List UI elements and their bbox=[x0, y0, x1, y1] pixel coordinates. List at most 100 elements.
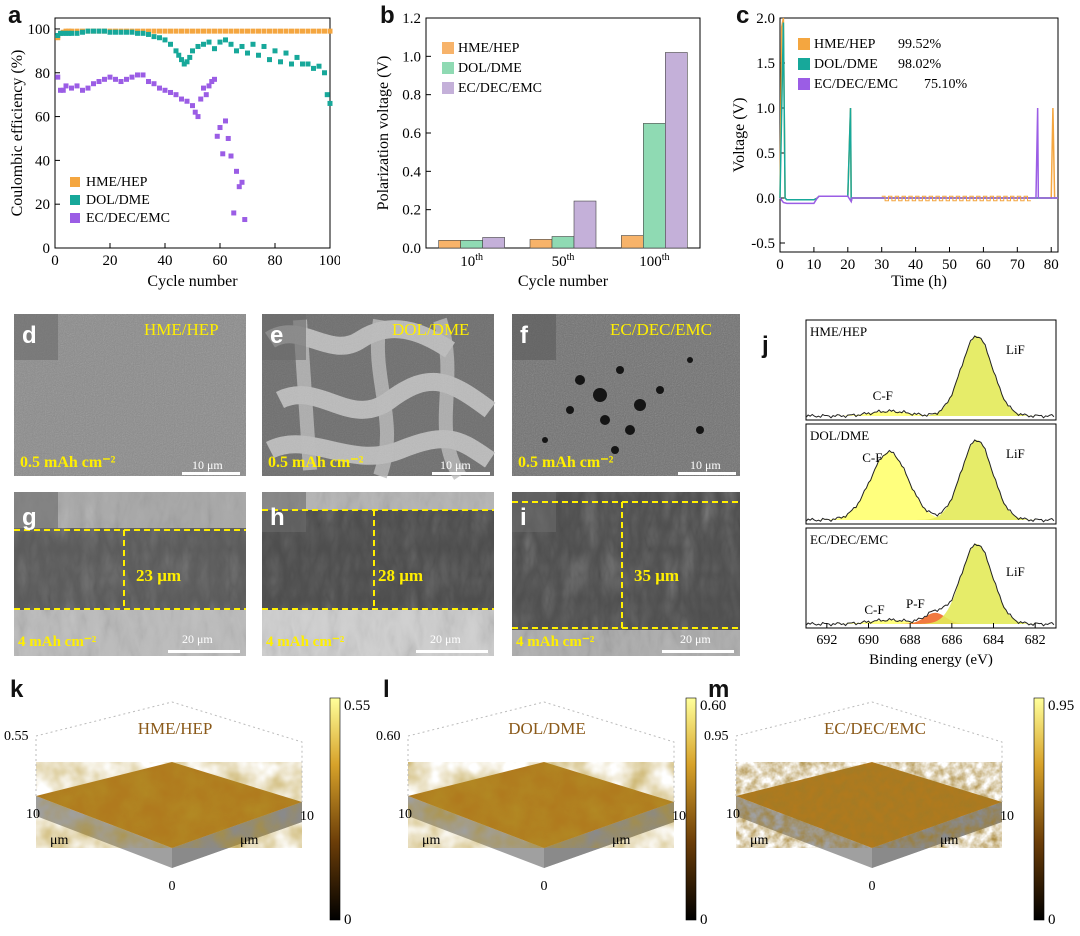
data-point bbox=[157, 28, 162, 34]
chart-b-polarization-voltage: 0.0 0.2 0.4 0.6 0.8 1.0 1.2 10th 50th 100th Cycle … bbox=[375, 11, 701, 290]
legend-label: HME/HEP bbox=[458, 41, 520, 56]
data-point bbox=[206, 28, 212, 34]
legend-swatch bbox=[798, 38, 810, 50]
data-point bbox=[173, 28, 179, 34]
data-point bbox=[201, 28, 206, 34]
data-point bbox=[234, 28, 239, 34]
data-point bbox=[184, 59, 190, 65]
x-axis-label: Cycle number bbox=[518, 273, 609, 290]
chart-c-voltage-profile: 0 10 20 30 40 50 60 70 80 -0.5 0.0 0.5 1.0 1.5 2.0 Time… bbox=[731, 11, 1059, 290]
thickness-guides bbox=[14, 501, 740, 629]
data-point bbox=[250, 41, 256, 47]
afm-axis-unit: μm bbox=[612, 833, 631, 848]
data-point bbox=[225, 135, 231, 141]
data-point bbox=[278, 28, 283, 34]
data-point bbox=[283, 28, 289, 34]
bar bbox=[529, 239, 553, 249]
data-point bbox=[245, 28, 250, 34]
lif-peak-fill bbox=[806, 440, 1054, 520]
panel-letter-j: j bbox=[762, 332, 769, 359]
x-tick-label: 20 bbox=[103, 253, 118, 269]
data-point bbox=[168, 89, 173, 95]
data-point bbox=[201, 85, 206, 91]
sem-thickness-label: 23 μm bbox=[136, 566, 182, 585]
data-point bbox=[294, 54, 300, 60]
data-point bbox=[184, 98, 190, 104]
x-tick-label: 100th bbox=[639, 252, 669, 270]
afm-title: HME/HEP bbox=[138, 719, 213, 738]
lif-peak-fill bbox=[806, 544, 1054, 624]
legend-value: 99.52% bbox=[898, 37, 942, 52]
y-tick-label: 40 bbox=[35, 153, 50, 169]
data-point bbox=[322, 70, 327, 76]
data-point bbox=[102, 28, 107, 34]
chart-a-coulombic-efficiency: 0 20 40 60 80 100 0 20 40 60 80 100 Cycle number Coul… bbox=[9, 17, 340, 290]
afm-axis-label: 10 bbox=[726, 807, 740, 822]
data-point bbox=[245, 50, 250, 56]
peak-label-cf: C-F bbox=[864, 602, 884, 617]
x-tick-label: 10 bbox=[806, 257, 821, 273]
afm-frame bbox=[35, 701, 303, 802]
lif-peak-fill bbox=[806, 336, 1054, 416]
data-point bbox=[214, 133, 220, 139]
sem-capacity-label: 0.5 mAh cm⁻² bbox=[518, 454, 614, 471]
legend-label: EC/DEC/EMC bbox=[814, 77, 898, 92]
data-point bbox=[256, 28, 261, 34]
ripple-line bbox=[881, 195, 1031, 202]
data-point bbox=[217, 125, 223, 131]
afm-axis-label: 10 bbox=[672, 809, 686, 824]
sem-h bbox=[262, 492, 494, 656]
sem-scale-label: 20 μm bbox=[182, 632, 213, 646]
data-point bbox=[113, 29, 118, 35]
data-point bbox=[135, 30, 140, 36]
x-tick-label: 690 bbox=[858, 633, 879, 648]
data-point bbox=[206, 39, 212, 45]
data-point bbox=[80, 29, 85, 35]
data-point bbox=[162, 37, 168, 43]
y-tick-label: 0.6 bbox=[402, 126, 421, 142]
legend-swatch bbox=[70, 177, 80, 187]
xps-envelope bbox=[805, 543, 1055, 627]
data-point bbox=[113, 76, 118, 82]
y-tick-label: 2.0 bbox=[756, 11, 775, 27]
y-tick-label: 0.5 bbox=[756, 146, 775, 162]
data-point bbox=[118, 29, 124, 35]
sem-thickness-label: 28 μm bbox=[378, 566, 424, 585]
afm-axis-unit: μm bbox=[50, 833, 69, 848]
series-line bbox=[779, 107, 1058, 205]
y-axis-label: Polarization voltage (V) bbox=[375, 56, 392, 211]
xps-subpanel-frame bbox=[805, 527, 1057, 629]
y-tick-label: -0.5 bbox=[751, 236, 775, 252]
data-point bbox=[63, 83, 69, 89]
data-point bbox=[181, 61, 187, 67]
data-point bbox=[157, 35, 162, 41]
data-point bbox=[55, 74, 61, 80]
data-point bbox=[69, 30, 74, 36]
data-point bbox=[162, 28, 168, 34]
peak-label-lif: LiF bbox=[1006, 564, 1025, 579]
afm-texture bbox=[736, 762, 1002, 848]
y-tick-label: 0.2 bbox=[402, 203, 421, 219]
peak-label-cf: C-F bbox=[862, 450, 882, 465]
x-axis-label: Binding energy (eV) bbox=[869, 652, 993, 668]
bar bbox=[482, 237, 505, 249]
sem-capacity-label: 0.5 mAh cm⁻² bbox=[268, 454, 364, 471]
afm-frame bbox=[735, 701, 1003, 802]
data-point bbox=[179, 57, 184, 63]
bar bbox=[621, 235, 644, 249]
x-tick-label: 70 bbox=[1010, 257, 1025, 273]
x-tick-label: 0 bbox=[51, 253, 59, 269]
data-point bbox=[124, 76, 129, 82]
data-point bbox=[217, 39, 223, 45]
sem-capacity-label: 0.5 mAh cm⁻² bbox=[20, 454, 116, 471]
xps-envelope bbox=[805, 335, 1055, 419]
x-tick-label: 684 bbox=[983, 633, 1004, 648]
x-tick-label: 688 bbox=[900, 633, 921, 648]
data-point bbox=[179, 28, 184, 34]
data-point bbox=[179, 96, 184, 102]
sem-scale-label: 10 μm bbox=[690, 458, 721, 472]
data-point bbox=[190, 103, 195, 109]
sem-panel-letter: h bbox=[270, 504, 285, 531]
data-point bbox=[129, 29, 135, 35]
afm-colorbar bbox=[1033, 697, 1045, 921]
